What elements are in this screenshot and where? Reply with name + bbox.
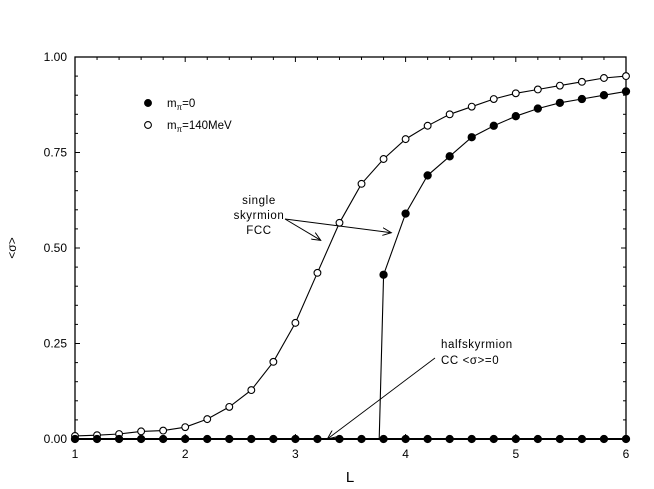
filled-circle-marker (247, 434, 256, 444)
series-line (378, 90, 627, 440)
filled-circle-marker (379, 434, 388, 444)
series-line (74, 75, 627, 437)
annotation-halfskyrmion-cc: CC <σ>=0 (441, 355, 499, 367)
filled-circle-marker (357, 434, 366, 444)
filled-circle-marker (114, 434, 124, 444)
filled-circle-marker (225, 434, 234, 444)
filled-circle-marker (577, 94, 587, 104)
x-tick-label: 5 (512, 447, 519, 461)
open-circle-marker (511, 89, 520, 98)
filled-circle-marker (203, 434, 212, 444)
filled-circle-marker (511, 112, 520, 121)
filled-circle-marker (511, 434, 520, 444)
open-circle-marker (269, 357, 278, 366)
filled-circle-marker (621, 434, 631, 444)
open-circle-marker (401, 135, 410, 144)
y-tick-label: 0.50 (44, 241, 68, 255)
filled-circle-marker (533, 434, 542, 444)
filled-circle-marker (577, 434, 587, 444)
plot-frame (74, 56, 627, 440)
filled-circle-marker (92, 434, 102, 444)
y-tick-label: 0.00 (44, 432, 68, 446)
y-axis-title: <σ> (5, 237, 19, 258)
open-circle-marker (291, 318, 300, 327)
filled-circle-marker (599, 434, 609, 444)
filled-circle-marker (467, 434, 476, 444)
open-circle-marker (203, 415, 212, 424)
filled-circle-marker (136, 434, 146, 444)
filled-circle-marker (445, 434, 454, 444)
open-circle-marker (600, 74, 608, 82)
filled-circle-marker (291, 434, 300, 444)
open-circle-marker (467, 102, 476, 111)
filled-circle-marker (489, 121, 498, 130)
open-circle-marker (423, 121, 432, 130)
tick-labels: 1 2 3 4 5 6 0.00 0.25 0.50 0.75 1.00 (44, 50, 630, 461)
filled-circle-marker (423, 171, 432, 180)
filled-circle-marker (313, 434, 322, 444)
open-circle-marker (489, 95, 498, 103)
filled-circle-marker (379, 270, 388, 279)
open-circle-marker (313, 268, 322, 277)
x-tick-label: 3 (292, 447, 299, 461)
annotation-arrow (284, 218, 391, 233)
legend-filled-circle-icon (144, 99, 152, 107)
annotations: single skyrmion FCC halfskyrmion CC <σ>=0 (234, 195, 513, 439)
filled-circle-marker (423, 434, 432, 444)
filled-circle-marker (269, 434, 278, 444)
annotation-single-skyrmion-fcc: single (242, 195, 276, 207)
x-tick-label: 6 (623, 447, 630, 461)
open-circle-marker (247, 386, 256, 395)
open-circle-marker (137, 427, 146, 436)
filled-circle-marker (533, 104, 542, 113)
annotation-arrow (327, 357, 436, 439)
filled-circle-marker (555, 98, 565, 107)
open-circle-marker (622, 72, 630, 81)
x-tick-label: 4 (402, 447, 409, 461)
annotation-halfskyrmion-cc: halfskyrmion (441, 339, 513, 351)
x-axis-title: L (346, 469, 354, 486)
legend-label: mπ=140MeV (167, 120, 232, 134)
filled-circle-marker (181, 434, 190, 444)
open-circle-marker (379, 155, 388, 163)
annotation-single-skyrmion-fcc: skyrmion (234, 210, 285, 222)
filled-circle-marker (445, 152, 454, 161)
filled-circle-marker (401, 434, 410, 444)
filled-circle-marker (555, 434, 565, 444)
open-circle-marker (533, 85, 542, 94)
open-circle-marker (577, 77, 586, 86)
legend: mπ=0 mπ=140MeV (144, 98, 232, 134)
open-circle-marker (357, 179, 366, 188)
plot-axes (74, 56, 627, 440)
open-circle-marker (159, 426, 168, 435)
x-tick-label: 2 (182, 447, 189, 461)
series-lines (74, 75, 627, 440)
annotation-arrow (284, 218, 321, 240)
open-circle-marker (445, 110, 454, 119)
filled-circle-marker (621, 87, 631, 96)
open-circle-marker (335, 218, 344, 227)
open-circle-marker (225, 402, 234, 411)
filled-circle-marker (401, 209, 410, 218)
y-tick-label: 0.75 (44, 146, 68, 160)
filled-circle-marker (489, 434, 498, 444)
open-circle-marker (181, 423, 190, 432)
filled-circle-marker (599, 91, 609, 100)
filled-circle-marker (159, 434, 168, 444)
annotation-single-skyrmion-fcc: FCC (246, 225, 271, 237)
legend-open-circle-icon (144, 121, 152, 129)
series-markers (70, 72, 631, 444)
x-tick-label: 1 (72, 447, 79, 461)
legend-label: mπ=0 (167, 98, 195, 112)
filled-circle-marker (70, 434, 80, 444)
y-tick-label: 0.25 (44, 337, 68, 351)
y-tick-label: 1.00 (44, 50, 68, 64)
axis-ticks (74, 56, 627, 440)
filled-circle-marker (335, 434, 344, 444)
filled-circle-marker (467, 133, 476, 142)
open-circle-marker (555, 81, 564, 90)
